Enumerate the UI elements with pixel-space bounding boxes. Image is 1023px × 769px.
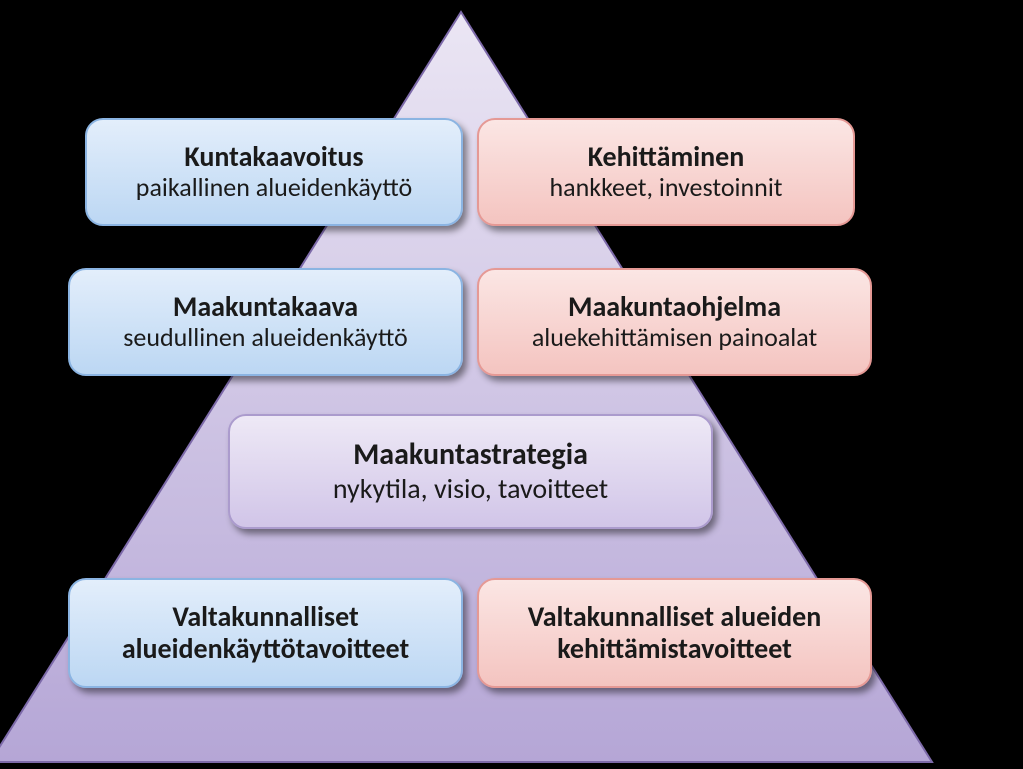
box-subtitle: aluekehittämisen painoalat: [532, 323, 817, 353]
box-title: Valtakunnalliset alueiden: [528, 601, 822, 633]
box-subtitle: kehittämistavoitteet: [557, 633, 792, 665]
diagram-stage: Kuntakaavoitus paikallinen alueidenkäytt…: [0, 0, 1023, 769]
box-top-right: Kehittäminen hankkeet, investoinnit: [477, 118, 855, 226]
box-mid-right: Maakuntaohjelma aluekehittämisen painoal…: [477, 268, 872, 376]
box-title: Valtakunnalliset: [172, 601, 358, 633]
box-subtitle: paikallinen alueidenkäyttö: [136, 173, 412, 203]
box-bottom-right: Valtakunnalliset alueiden kehittämistavo…: [477, 578, 872, 688]
box-mid-left: Maakuntakaava seudullinen alueidenkäyttö: [68, 268, 463, 376]
box-subtitle: alueidenkäyttötavoitteet: [122, 633, 409, 665]
box-title: Kehittäminen: [588, 141, 745, 173]
box-subtitle: seudullinen alueidenkäyttö: [123, 323, 408, 353]
box-title: Kuntakaavoitus: [184, 141, 363, 173]
box-center: Maakuntastrategia nykytila, visio, tavoi…: [228, 414, 713, 529]
box-top-left: Kuntakaavoitus paikallinen alueidenkäytt…: [85, 118, 463, 226]
box-title: Maakuntastrategia: [353, 438, 588, 473]
box-subtitle: nykytila, visio, tavoitteet: [333, 473, 608, 505]
box-title: Maakuntakaava: [173, 291, 358, 323]
box-bottom-left: Valtakunnalliset alueidenkäyttötavoittee…: [68, 578, 463, 688]
box-title: Maakuntaohjelma: [568, 291, 781, 323]
box-subtitle: hankkeet, investoinnit: [549, 173, 782, 203]
